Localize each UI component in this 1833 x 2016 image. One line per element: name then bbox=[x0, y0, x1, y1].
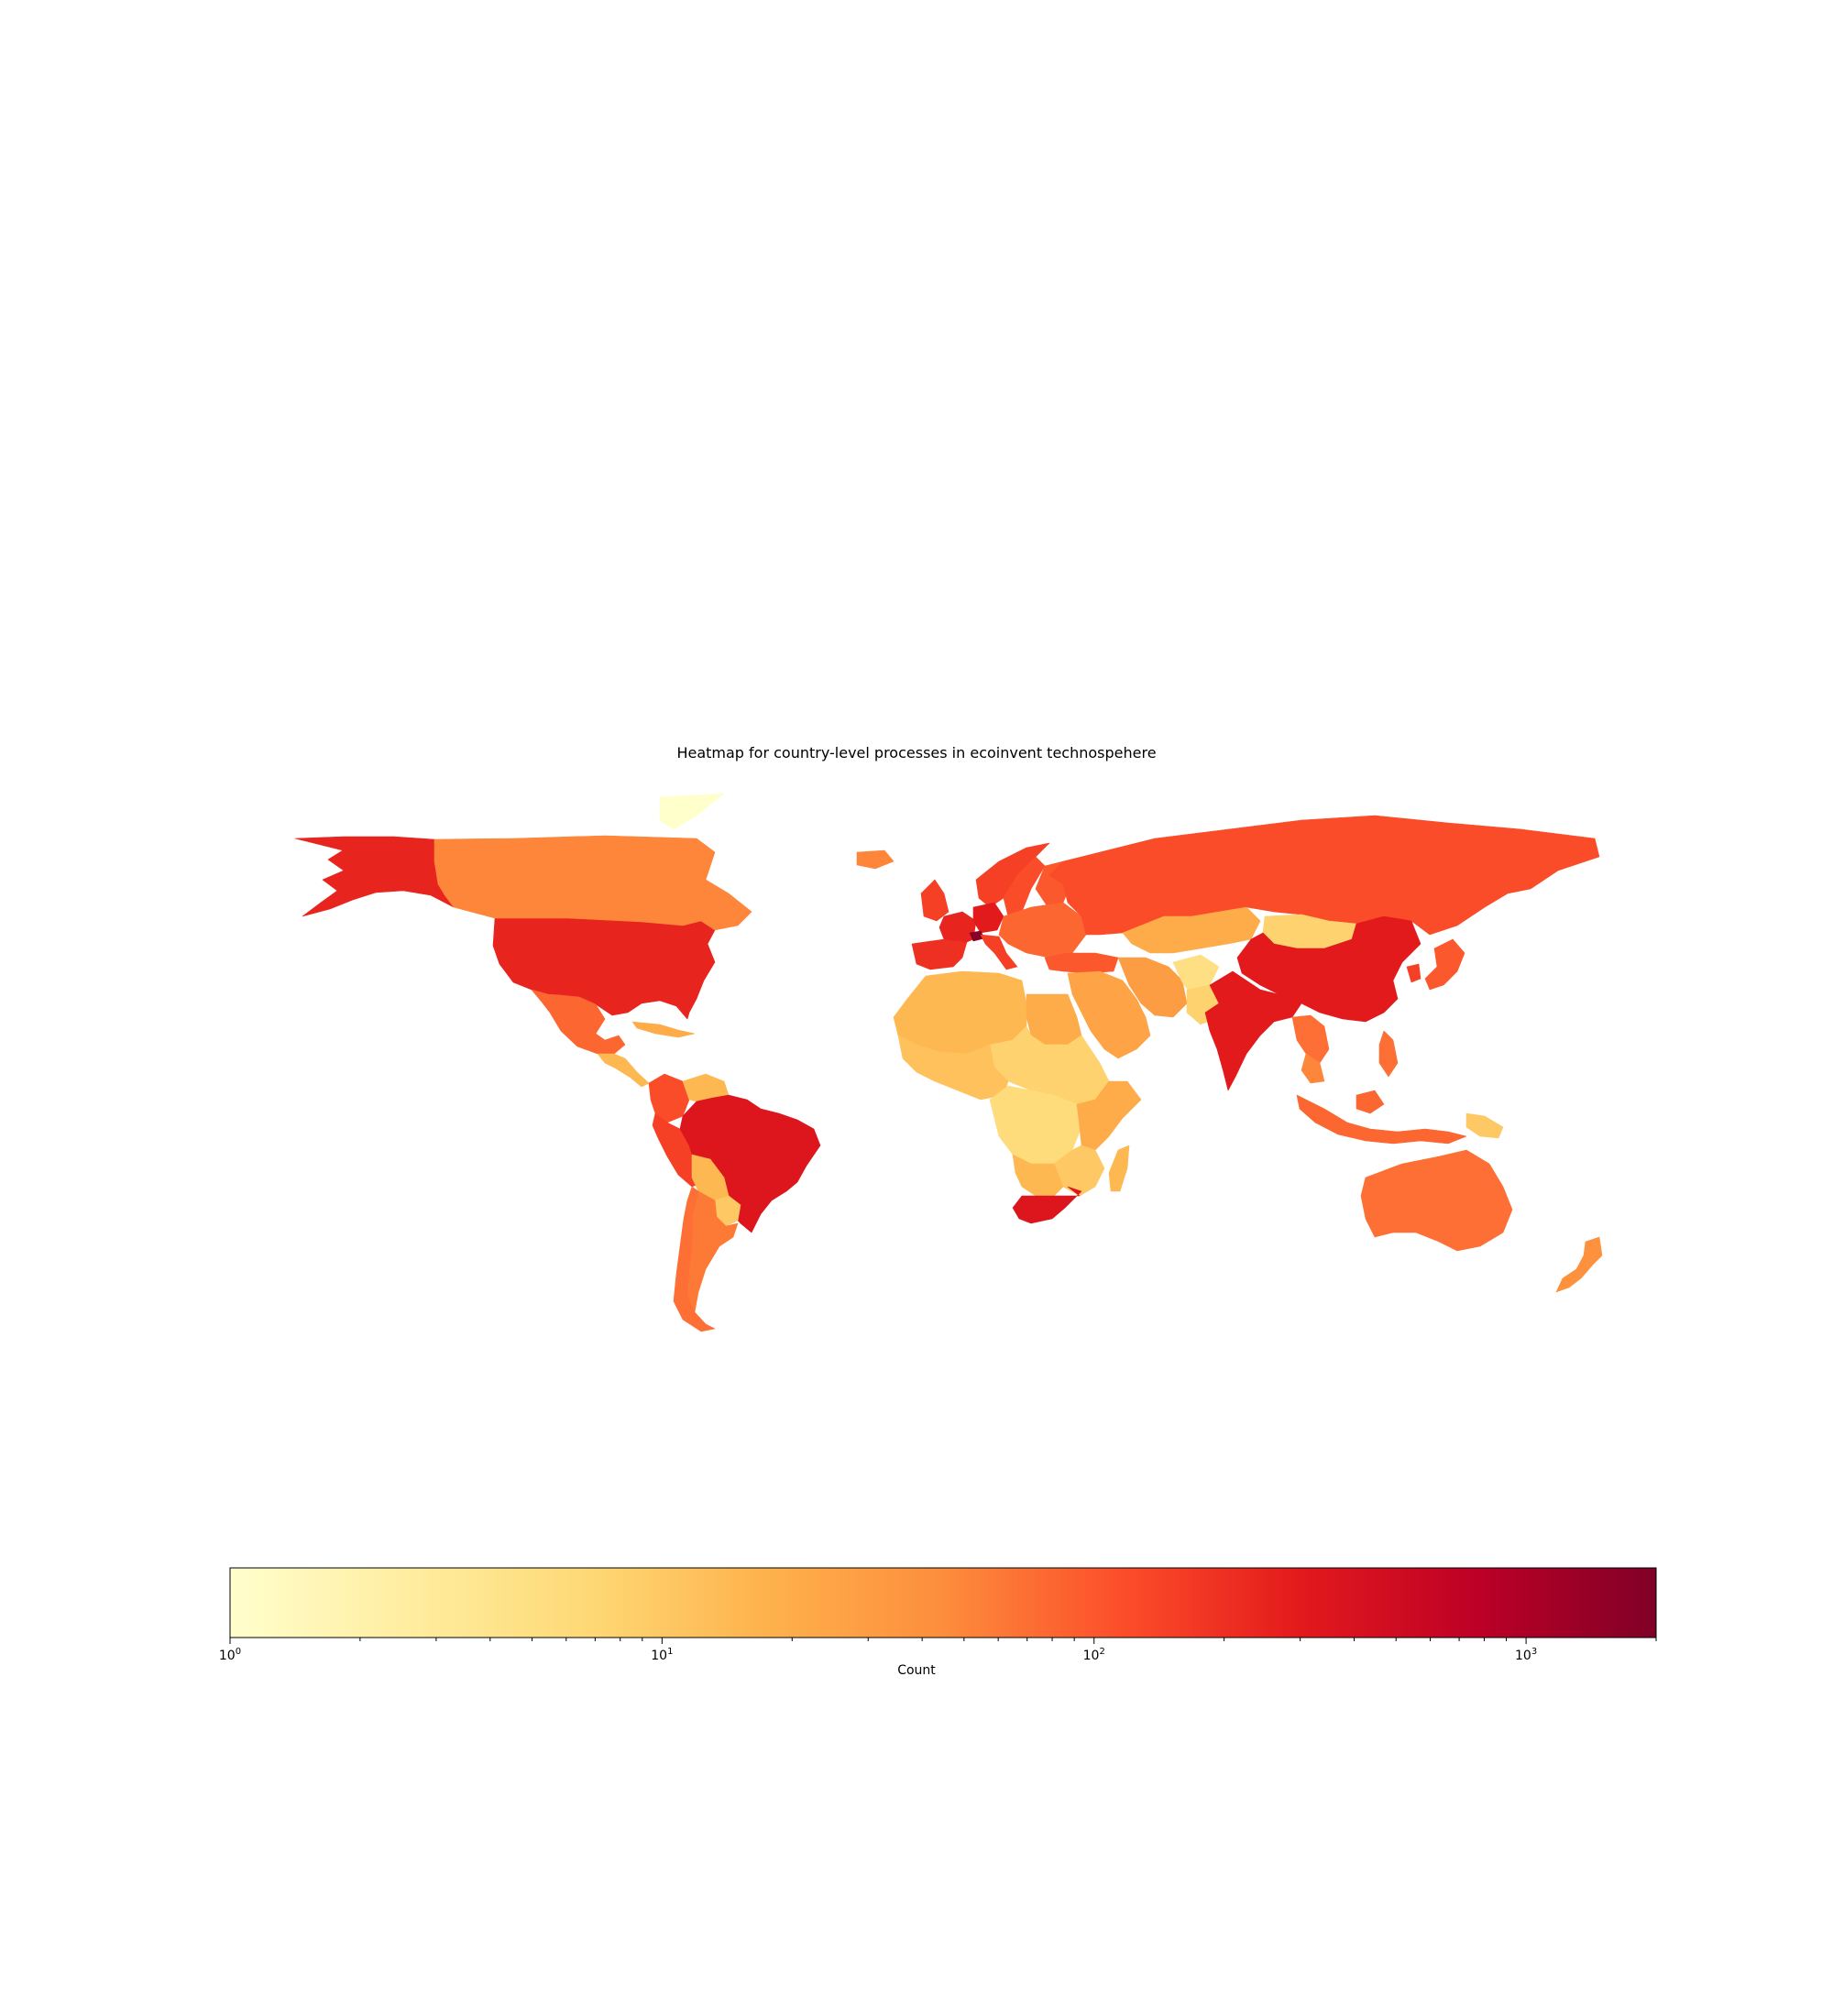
country-mexico bbox=[531, 989, 626, 1055]
country-central-america bbox=[597, 1053, 650, 1088]
country-philippines bbox=[1378, 1030, 1399, 1078]
country-southern-africa bbox=[1053, 1145, 1105, 1197]
colorbar-tick-label: 100 bbox=[219, 1647, 241, 1663]
chart-title: Heatmap for country-level processes in e… bbox=[676, 744, 1157, 761]
colorbar-tick-label: 102 bbox=[1083, 1647, 1105, 1663]
country-canada bbox=[434, 835, 752, 931]
country-iceland bbox=[856, 849, 895, 870]
colorbar-tick-label: 103 bbox=[1515, 1647, 1537, 1663]
country-indonesia bbox=[1296, 1090, 1467, 1145]
country-united-kingdom bbox=[920, 879, 949, 922]
country-madagascar bbox=[1108, 1145, 1130, 1192]
country-south-africa bbox=[1012, 1186, 1082, 1224]
country-iran bbox=[1117, 957, 1188, 1018]
country-india bbox=[1204, 970, 1302, 1091]
country-greenland bbox=[659, 793, 725, 830]
country-chile bbox=[673, 1186, 716, 1332]
country-southeast-asia bbox=[1291, 1014, 1330, 1064]
country-papua-new-guinea bbox=[1465, 1112, 1504, 1139]
country-south-korea bbox=[1406, 963, 1421, 983]
colorbar-label: Count bbox=[897, 1663, 936, 1678]
colorbar-ticks: 100 101 102 103 bbox=[219, 1638, 1657, 1663]
country-new-zealand bbox=[1555, 1236, 1603, 1293]
country-japan bbox=[1424, 938, 1465, 991]
country-east-africa bbox=[1076, 1080, 1142, 1151]
colorbar-tick-label: 101 bbox=[651, 1647, 673, 1663]
country-australia bbox=[1360, 1149, 1513, 1252]
country-germany bbox=[972, 902, 1004, 934]
country-middle-east bbox=[1067, 970, 1151, 1059]
country-china bbox=[1236, 915, 1421, 1023]
country-france bbox=[938, 911, 977, 943]
country-italy bbox=[980, 934, 1018, 970]
country-turkey bbox=[1044, 952, 1119, 974]
country-thailand bbox=[1301, 1053, 1325, 1084]
colorbar-gradient bbox=[229, 1567, 1657, 1638]
country-sahel bbox=[989, 1025, 1110, 1105]
country-caribbean bbox=[631, 1021, 696, 1038]
